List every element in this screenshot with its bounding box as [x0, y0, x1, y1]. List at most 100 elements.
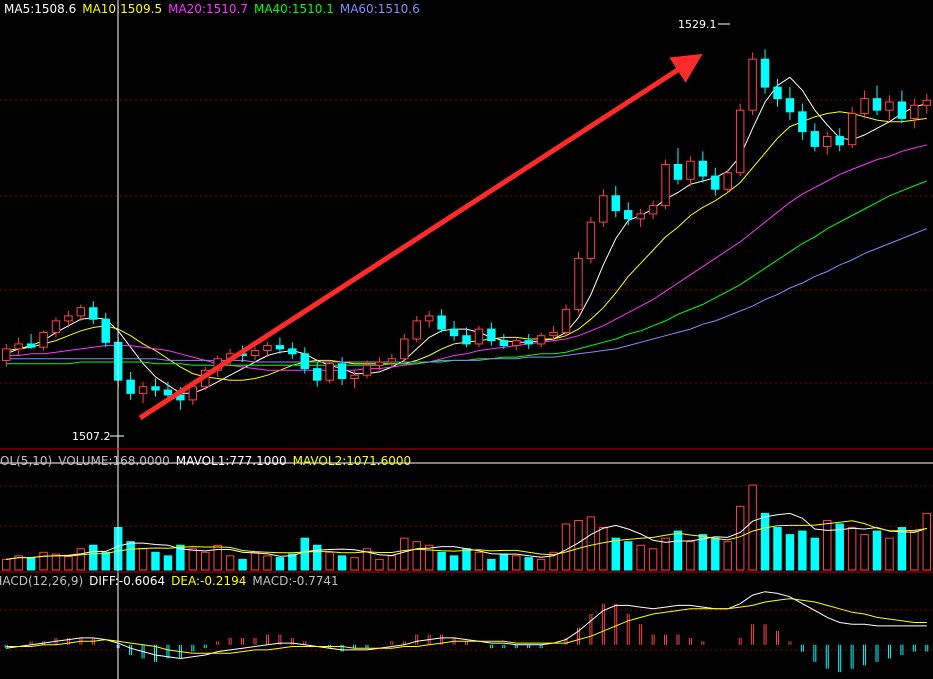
candle-down [623, 210, 633, 220]
candle-up [188, 386, 198, 401]
candle-down [300, 353, 310, 370]
candle-up [648, 205, 658, 215]
volume-bar [375, 558, 384, 571]
volume-bar [89, 544, 98, 571]
volume-bar [723, 541, 732, 571]
volume-bar [785, 534, 795, 571]
volume-bar [536, 558, 546, 571]
volume-bar [300, 537, 310, 571]
volume-bar [250, 551, 260, 571]
volume-average-line [6, 512, 927, 560]
candle-up [723, 172, 732, 190]
candle-down [760, 58, 770, 88]
volume-bar [910, 530, 919, 571]
candle-up [412, 320, 421, 340]
candle-down [810, 131, 820, 147]
candle-up [51, 320, 61, 333]
volume-bar [1, 558, 11, 571]
candle-up [636, 213, 645, 220]
volume-bar [437, 551, 446, 571]
volume-bar [64, 556, 73, 571]
volume-bar [263, 555, 272, 571]
volume-bar [412, 541, 421, 571]
candle-down [673, 164, 683, 180]
volume-bar [673, 530, 683, 571]
candle-down [26, 343, 36, 348]
volume-bar [176, 544, 185, 571]
volume-bar [163, 555, 173, 571]
volume-bar [288, 553, 297, 571]
candle-up [375, 361, 384, 366]
candle-down [275, 345, 285, 350]
volume-bar [847, 527, 857, 571]
candle-down [437, 315, 446, 330]
volume-bar [823, 519, 832, 571]
candle-up [424, 315, 434, 322]
volume-bar [835, 523, 844, 571]
candle-up [362, 364, 372, 376]
ma60-legend: MA60:1510.6 [339, 2, 420, 16]
volume-bar [897, 527, 907, 571]
volume-bar [225, 555, 235, 571]
candle-up [400, 338, 409, 360]
volume-bar [760, 512, 770, 571]
candle-down [337, 363, 347, 380]
candle-up [64, 315, 73, 322]
candle-up [138, 386, 148, 394]
candle-down [711, 175, 720, 190]
candle-down [101, 318, 110, 343]
macd-legend-title: MACD(12,26,9) [0, 574, 84, 588]
candle-down [798, 111, 807, 133]
volume-bar [623, 541, 633, 571]
diff-legend: DIFF:-0.6064 [89, 574, 166, 588]
volume-bar [362, 548, 372, 571]
volume-bar [14, 555, 23, 571]
ma5-legend: MA5:1508.6 [4, 2, 77, 16]
volume-bar [337, 555, 347, 571]
candle-down [698, 160, 708, 177]
dea-line [6, 598, 927, 654]
volume-legend: VOL(5,10) VOLUME:168.0000 MAVOL1:777.1000 M… [0, 453, 417, 469]
high-price-label: 1529.1 [678, 18, 717, 31]
volume-average-line [6, 520, 927, 560]
candle-up [39, 331, 48, 348]
ma10-legend: MA10:1509.5 [82, 2, 163, 16]
volume-bar [474, 551, 484, 571]
dea-legend: DEA:-0.2194 [171, 574, 247, 588]
volume-bar [350, 557, 359, 571]
candle-up [350, 374, 359, 380]
volume-bar [312, 544, 322, 571]
candle-down [897, 101, 907, 119]
candle-up [574, 257, 583, 310]
candle-up [735, 109, 745, 174]
candle-down [524, 340, 533, 345]
volume-legend: VOLUME:168.0000 [58, 454, 170, 468]
candle-up [599, 195, 608, 223]
candle-up [922, 99, 932, 106]
volume-bar [151, 551, 160, 571]
candle-up [823, 136, 832, 147]
ma20-legend: MA20:1510.7 [168, 2, 248, 16]
candle-down [449, 328, 459, 337]
volume-bar [275, 557, 285, 571]
candle-up [860, 98, 869, 114]
candle-down [499, 340, 509, 347]
volume-bar [922, 512, 932, 571]
candle-up [885, 101, 894, 111]
volume-bar [860, 534, 869, 571]
candle-up [76, 307, 86, 317]
volume-bars [1, 484, 932, 571]
candle-down [872, 98, 882, 111]
candle-up [536, 335, 546, 345]
volume-bar [76, 548, 86, 571]
volume-bar [138, 548, 148, 571]
candle-down [312, 368, 322, 381]
candle-up [910, 104, 919, 119]
candle-down [785, 98, 795, 113]
volume-bar [648, 548, 658, 571]
candle-down [176, 394, 185, 401]
candle-up [474, 328, 484, 345]
candle-up [14, 343, 23, 350]
